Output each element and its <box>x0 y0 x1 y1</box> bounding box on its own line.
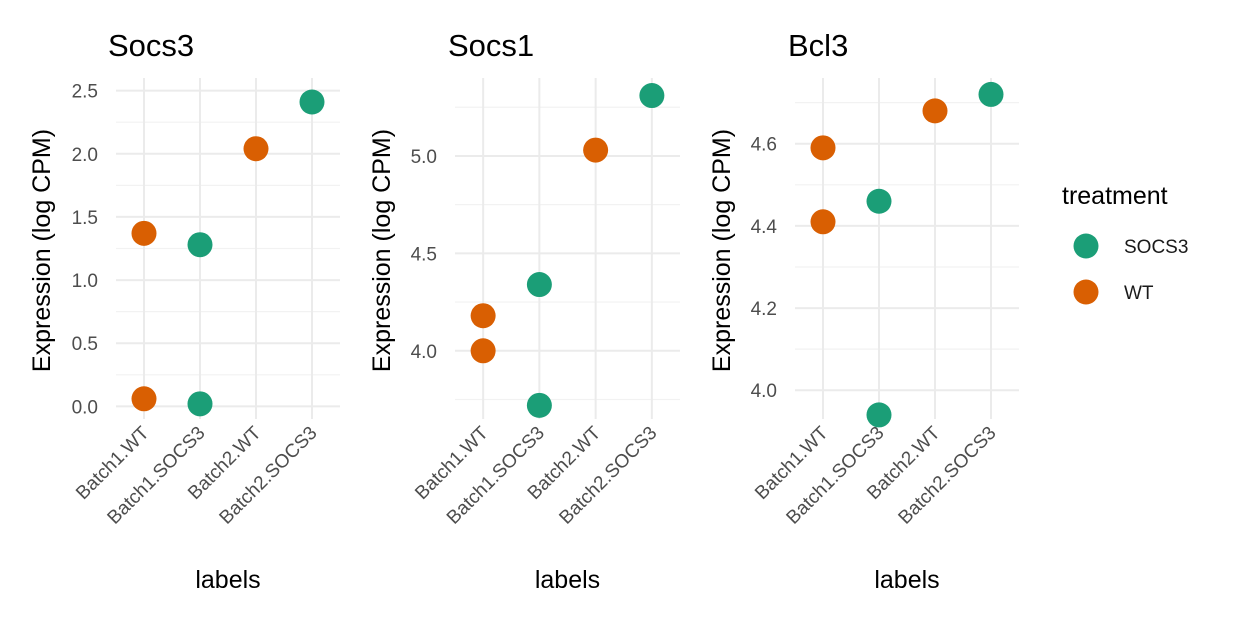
panel-socs1: 4.04.55.0Batch1.WTBatch1.SOCS3Batch2.WTB… <box>368 28 680 594</box>
y-tick-label: 2.0 <box>72 145 98 166</box>
panel-bcl3: 4.04.24.44.6Batch1.WTBatch1.SOCS3Batch2.… <box>708 28 1019 594</box>
x-axis-title: labels <box>874 566 939 594</box>
x-tick-label: Batch1.SOCS3 <box>783 423 889 529</box>
y-tick-label: 2.5 <box>72 82 98 103</box>
data-point-socs3 <box>187 232 213 258</box>
data-point-wt <box>470 338 496 364</box>
x-tick-label: Batch2.SOCS3 <box>895 423 1001 529</box>
y-tick-label: 0.5 <box>72 334 98 355</box>
data-point-wt <box>243 136 269 162</box>
legend-title: treatment <box>1062 182 1168 210</box>
x-tick-label: Batch2.SOCS3 <box>216 423 322 529</box>
y-axis-title: Expression (log CPM) <box>708 129 736 372</box>
panel-title: Socs1 <box>448 28 534 63</box>
y-tick-label: 4.0 <box>411 342 437 363</box>
x-tick-label: Batch1.SOCS3 <box>104 423 210 529</box>
data-point-socs3 <box>866 402 892 428</box>
panel-title: Bcl3 <box>788 28 848 63</box>
data-point-socs3 <box>187 391 213 417</box>
y-tick-label: 1.5 <box>72 208 98 229</box>
panel-socs3: 0.00.51.01.52.02.5Batch1.WTBatch1.SOCS3B… <box>28 28 340 594</box>
panel-title: Socs3 <box>108 28 194 63</box>
y-axis-title: Expression (log CPM) <box>28 129 56 372</box>
y-tick-label: 4.6 <box>751 135 777 156</box>
y-tick-label: 0.0 <box>72 397 98 418</box>
data-point-wt <box>583 137 609 163</box>
data-point-socs3 <box>526 272 552 298</box>
data-point-socs3 <box>526 392 552 418</box>
x-tick-label: Batch1.SOCS3 <box>443 423 549 529</box>
x-axis-title: labels <box>535 566 600 594</box>
y-tick-label: 4.4 <box>751 217 778 238</box>
data-point-socs3 <box>299 89 325 115</box>
y-tick-label: 1.0 <box>72 271 98 292</box>
legend: treatment SOCS3 WT <box>1062 182 1188 305</box>
data-point-wt <box>810 209 836 235</box>
data-point-wt <box>470 303 496 329</box>
y-tick-label: 4.2 <box>751 299 777 320</box>
y-tick-label: 5.0 <box>411 147 437 168</box>
data-point-socs3 <box>866 188 892 214</box>
y-axis-title: Expression (log CPM) <box>368 129 396 372</box>
y-tick-label: 4.5 <box>411 244 437 265</box>
legend-label: SOCS3 <box>1124 237 1188 258</box>
x-tick-label: Batch2.SOCS3 <box>555 423 661 529</box>
x-axis-title: labels <box>195 566 260 594</box>
data-point-wt <box>131 220 157 246</box>
data-point-wt <box>922 98 948 124</box>
data-point-socs3 <box>978 81 1004 107</box>
legend-key-socs3 <box>1073 233 1099 259</box>
legend-label: WT <box>1124 283 1154 304</box>
y-tick-label: 4.0 <box>751 381 777 402</box>
data-point-socs3 <box>639 83 665 109</box>
legend-key-wt <box>1073 279 1099 305</box>
data-point-wt <box>810 135 836 161</box>
data-point-wt <box>131 386 157 412</box>
